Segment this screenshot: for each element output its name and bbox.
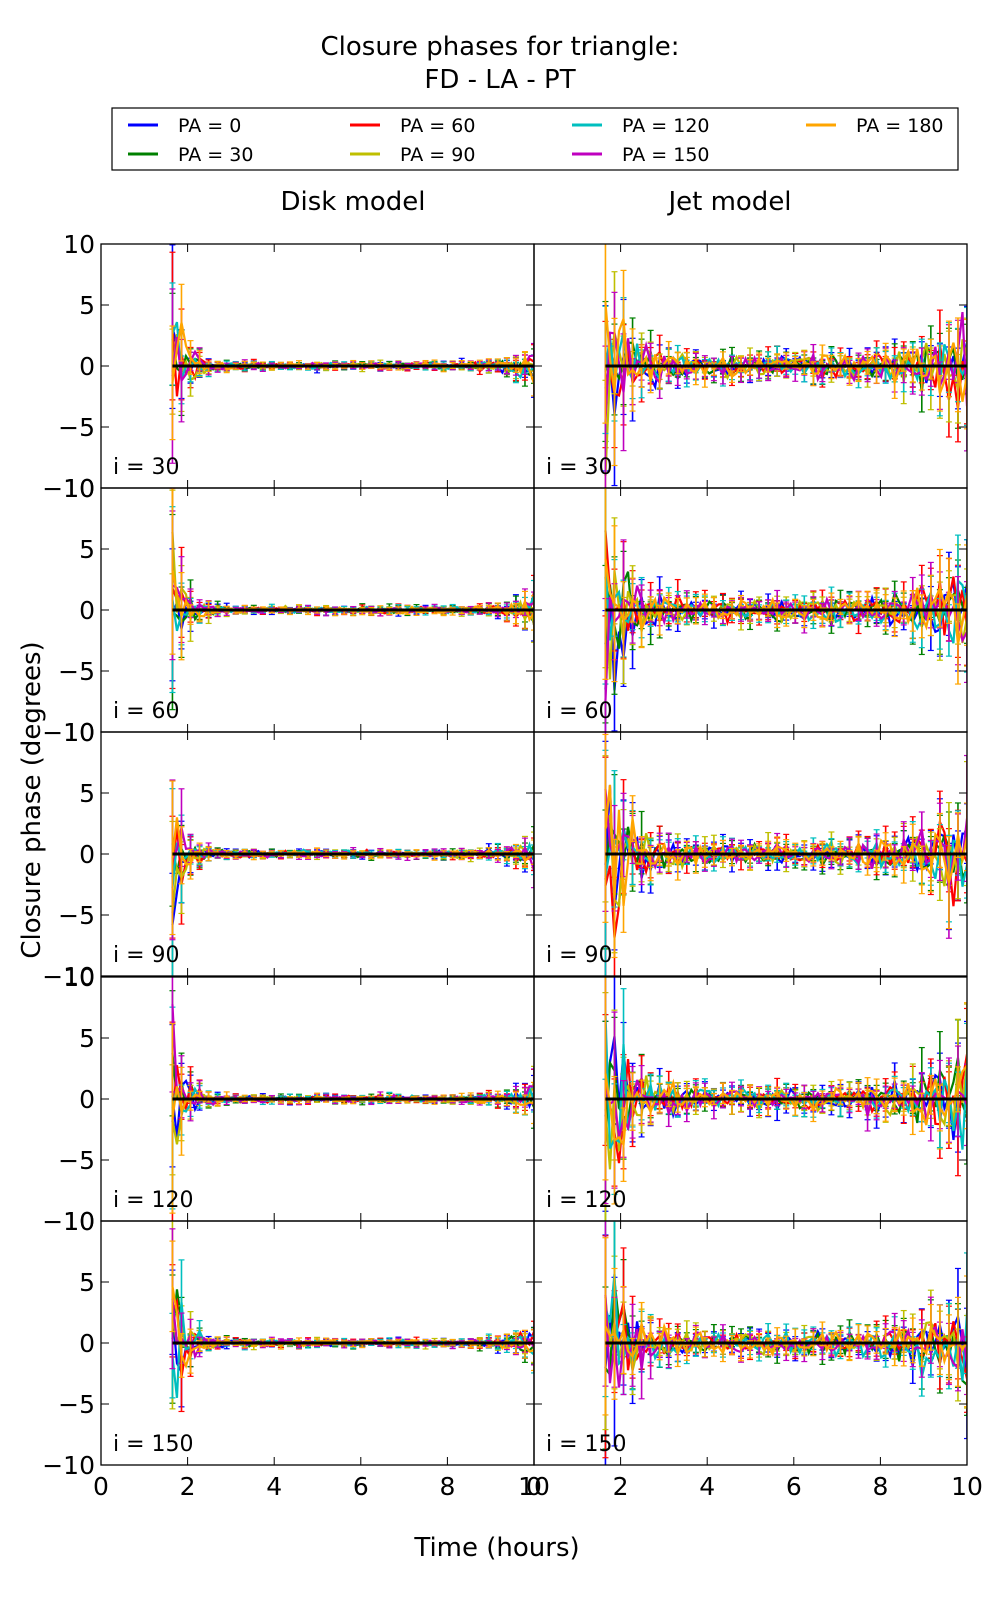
y-tick-label: 5 bbox=[79, 1024, 95, 1053]
series-group bbox=[169, 488, 534, 690]
plot-area bbox=[169, 244, 534, 464]
series-group bbox=[169, 292, 534, 417]
y-tick-label: −10 bbox=[42, 474, 95, 503]
y-tick-label: 5 bbox=[79, 1268, 95, 1297]
y-tick-label: 10 bbox=[63, 718, 95, 747]
y-tick-label: 0 bbox=[79, 1085, 95, 1114]
column-title-jet: Jet model bbox=[666, 187, 791, 217]
y-tick-label: 5 bbox=[79, 291, 95, 320]
x-tick-label: 10 bbox=[518, 1472, 550, 1501]
y-tick-label: 10 bbox=[63, 230, 95, 259]
series-group bbox=[169, 1023, 534, 1214]
x-tick-label: 4 bbox=[266, 1472, 282, 1501]
series-group bbox=[169, 780, 534, 907]
panel-row-label: i = 90 bbox=[113, 943, 180, 968]
y-tick-label: −5 bbox=[58, 657, 95, 686]
y-tick-label: 0 bbox=[79, 840, 95, 869]
chart-title-line1: Closure phases for triangle: bbox=[321, 32, 680, 62]
x-tick-label: 2 bbox=[180, 1472, 196, 1501]
x-tick-label: 8 bbox=[439, 1472, 455, 1501]
series-group bbox=[169, 1221, 534, 1410]
legend-label: PA = 180 bbox=[856, 115, 944, 137]
legend-frame bbox=[111, 107, 959, 171]
series-group bbox=[169, 244, 534, 410]
subplot-grid: −10 −5 0 5 10 i = 30 −10 −5 0 5 10 i = 60 −10 −5 0 5 10 i… bbox=[42, 230, 983, 1501]
subplot-panel: −10 −5 0 5 10 i = 120 bbox=[42, 963, 535, 1236]
series-group bbox=[169, 1240, 534, 1378]
series-group bbox=[169, 1064, 534, 1176]
y-tick-label: −10 bbox=[42, 1451, 95, 1480]
series-group bbox=[602, 271, 967, 488]
y-tick-label: 0 bbox=[79, 1329, 95, 1358]
y-tick-label: −5 bbox=[58, 1390, 95, 1419]
y-tick-label: 5 bbox=[79, 535, 95, 564]
y-tick-label: 0 bbox=[79, 352, 95, 381]
series-line bbox=[171, 1004, 534, 1107]
series-group bbox=[169, 328, 534, 415]
series-group bbox=[169, 815, 534, 939]
series-group bbox=[169, 251, 534, 401]
panel-row-label: i = 30 bbox=[113, 455, 180, 480]
legend-label: PA = 90 bbox=[400, 144, 475, 166]
series-group bbox=[169, 510, 534, 661]
series-group bbox=[169, 506, 534, 694]
panel-row-label: i = 150 bbox=[113, 1432, 194, 1457]
series-group bbox=[169, 1259, 534, 1399]
y-tick-label: 0 bbox=[79, 596, 95, 625]
y-tick-label: −5 bbox=[58, 901, 95, 930]
y-tick-label: −5 bbox=[58, 413, 95, 442]
plot-area bbox=[169, 977, 534, 1221]
legend-label: PA = 120 bbox=[622, 115, 710, 137]
plot-area bbox=[602, 244, 967, 488]
legend-label: PA = 0 bbox=[178, 115, 241, 137]
subplot-panel: i = 30 bbox=[533, 243, 968, 489]
series-group bbox=[602, 298, 967, 487]
series-group bbox=[169, 1006, 534, 1210]
y-tick-label: 10 bbox=[63, 963, 95, 992]
series-group bbox=[169, 288, 534, 464]
subplot-panel: −10 −5 0 5 10 i = 30 bbox=[42, 230, 535, 503]
subplot-panel: −10 −5 0 5 10 i = 60 bbox=[42, 474, 535, 747]
y-tick-label: −5 bbox=[58, 1146, 95, 1175]
x-tick-label: 0 bbox=[93, 1472, 109, 1501]
y-tick-label: 10 bbox=[63, 1207, 95, 1236]
column-title-disk: Disk model bbox=[280, 187, 425, 217]
y-tick-label: 5 bbox=[79, 779, 95, 808]
subplot-panel: −10 −5 0 5 10 i = 90 bbox=[42, 718, 535, 991]
legend-label: PA = 150 bbox=[622, 144, 710, 166]
series-group bbox=[169, 489, 534, 643]
plot-area bbox=[169, 779, 534, 976]
y-tick-label: −10 bbox=[42, 962, 95, 991]
legend-label: PA = 30 bbox=[178, 144, 253, 166]
series-line bbox=[171, 1286, 534, 1370]
series-group bbox=[169, 788, 534, 976]
y-tick-label: 10 bbox=[63, 474, 95, 503]
plot-area bbox=[169, 488, 534, 711]
plot-area bbox=[169, 1221, 534, 1413]
legend-label: PA = 60 bbox=[400, 115, 475, 137]
series-group bbox=[169, 977, 534, 1122]
legend: PA = 0 PA = 30 PA = 60 PA = 90 PA = 120 PA = … bbox=[111, 107, 959, 171]
panel-row-label: i = 60 bbox=[113, 699, 180, 724]
panel-row-label: i = 120 bbox=[113, 1188, 194, 1213]
subplot-panel: −10 −5 0 5 10 0 2 4 6 8 10 i = 150 bbox=[42, 1207, 550, 1501]
series-group bbox=[169, 1021, 534, 1221]
series-group bbox=[169, 488, 534, 661]
series-line bbox=[171, 1079, 534, 1138]
series-line bbox=[171, 847, 534, 926]
series-group bbox=[169, 990, 534, 1129]
chart-title-line2: FD - LA - PT bbox=[424, 65, 575, 95]
x-tick-label: 6 bbox=[353, 1472, 369, 1501]
y-tick-label: −10 bbox=[42, 718, 95, 747]
series-group bbox=[169, 820, 534, 976]
series-group bbox=[169, 282, 534, 405]
y-tick-label: −10 bbox=[42, 1207, 95, 1236]
